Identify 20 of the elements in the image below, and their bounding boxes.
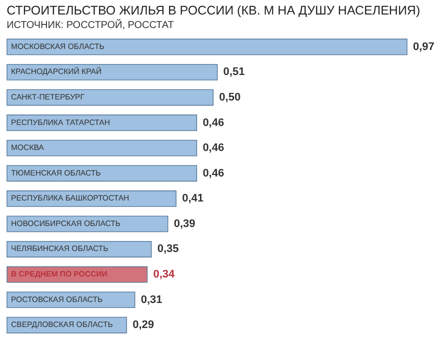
- data-label: 0,46: [202, 167, 224, 180]
- data-label: 0,29: [132, 319, 154, 332]
- data-label: 0,97: [413, 40, 434, 53]
- chart-title: СТРОИТЕЛЬСТВО ЖИЛЬЯ В РОССИИ (КВ. М НА ДУШУ НАСЕЛЕНИЯ): [6, 4, 420, 18]
- bar: [6, 89, 214, 106]
- data-label: 0,31: [140, 294, 162, 306]
- data-label: 0,34: [153, 268, 176, 281]
- bar: [6, 140, 198, 156]
- data-label: 0,46: [202, 142, 224, 154]
- data-label: 0,51: [223, 66, 245, 78]
- data-label: 0,35: [157, 243, 179, 256]
- data-label: 0,46: [202, 116, 224, 129]
- chart-subtitle: ИСТОЧНИК: РОССТРОЙ, РОССТАТ: [6, 18, 174, 31]
- data-label: 0,41: [182, 192, 204, 205]
- bar: [6, 64, 218, 80]
- data-label: 0,39: [174, 218, 196, 230]
- data-label: 0,50: [219, 91, 241, 104]
- bar: [6, 165, 198, 182]
- bar: [6, 114, 198, 132]
- bar: [6, 38, 408, 56]
